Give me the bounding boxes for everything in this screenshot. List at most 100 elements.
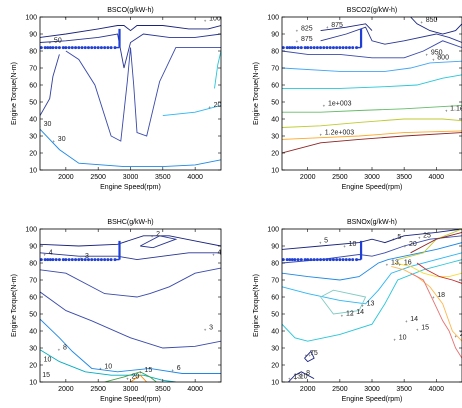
chart-1-contour-label-6: 20 (214, 102, 222, 109)
chart-2-xlabel: Engine Speed(rpm) (342, 184, 403, 191)
chart-3-ytick-label-5: 50 (29, 312, 37, 319)
chart-2-contour-group: +825 +875+ 875+ 950+ 800+ 850+ 1e+003+ 1.2e+003… (282, 17, 462, 154)
chart-4-label-cross-15: + (454, 334, 457, 339)
chart-4-contour-line-6 (320, 289, 367, 315)
chart-2-ytick-label-9: 90 (271, 32, 279, 39)
chart-2-contour-label-2: 875 (331, 22, 343, 29)
chart-3-xlabel: Engine Speed(rpm) (100, 396, 161, 403)
chart-3-label-cross-6: + (171, 368, 174, 373)
chart-1-ytick-label-4: 40 (29, 117, 37, 124)
chart-2-contour-label-7: 1e+003 (328, 100, 352, 107)
chart-4-contour-label-20: 8 (306, 370, 310, 377)
chart-3-contour-line-9 (130, 374, 148, 382)
chart-1-ytick-label-5: 50 (29, 100, 37, 107)
chart-1-contour-line-7 (162, 104, 221, 117)
chart-3-xtick-label-5: 4000 (187, 386, 203, 393)
chart-3-marker-15 (83, 258, 87, 262)
chart-1-marker-7 (57, 46, 61, 50)
chart-2-xtick-label-3: 3000 (364, 174, 380, 181)
chart-1-contour-line-5 (40, 54, 60, 116)
chart-4-contour-label-14: 10 (399, 335, 407, 342)
chart-3-contour-label-8: 10 (44, 357, 52, 364)
chart-3-marker-2 (43, 258, 47, 262)
chart-1-marker-12 (74, 46, 78, 50)
chart-4-label-cross-5: + (418, 236, 421, 241)
chart-4-xlabel: Engine Speed(rpm) (342, 396, 403, 403)
chart-1-marker-6 (54, 46, 58, 50)
chart-1-marker-4 (48, 46, 52, 50)
chart-2-contour-line-3 (320, 26, 462, 45)
chart-4-label-cross-10: + (341, 314, 344, 319)
chart-4-contour-label-8: 18 (437, 292, 445, 299)
chart-1-marker-20 (99, 46, 103, 50)
chart-4-ytick-label-6: 60 (271, 295, 279, 302)
chart-2-contour-line-5 (282, 60, 462, 72)
chart-2-marker-6 (296, 46, 300, 50)
chart-1-marker-11 (70, 46, 74, 50)
chart-2-ytick-label-7: 70 (271, 66, 279, 73)
chart-3-contour-line-4 (40, 267, 221, 298)
chart-2-contour-label-5: 800 (437, 55, 449, 62)
chart-2-label-cross-2: + (326, 25, 329, 30)
chart-2-contour-label-6: 850 (426, 17, 438, 24)
chart-1-contour-line-6 (40, 128, 221, 168)
chart-3-contour-label-9: 10 (104, 363, 112, 370)
chart-4-contour-line-8 (394, 262, 462, 278)
chart-2-label-cross-9: + (445, 109, 448, 114)
chart-2-ytick-label-10: 100 (267, 15, 279, 22)
chart-4-contour-label-5: 25 (423, 233, 431, 240)
chart-2-label-cross-6: + (420, 20, 423, 25)
chart-1-label-cross-3: + (49, 41, 52, 46)
chart-3-contour-line-3 (139, 235, 178, 249)
chart-1-marker-18 (93, 46, 97, 50)
chart-1-ytick-label-6: 60 (29, 83, 37, 90)
chart-4-marker-12 (315, 258, 319, 262)
chart-2-ytick-label-2: 20 (271, 151, 279, 158)
chart-3-label-cross-12: + (126, 377, 129, 382)
chart-2-xtick-label-1: 2000 (300, 174, 316, 181)
chart-4-label-cross-13: + (416, 327, 419, 332)
chart-4-contour-label-16: 7 (310, 350, 314, 357)
chart-3-marker-13 (77, 258, 81, 262)
chart-3-ytick-label-6: 60 (29, 295, 37, 302)
chart-4-ytick-label-5: 50 (271, 312, 279, 319)
chart-2-contour-label-3: 875 (301, 36, 313, 43)
chart-4-contour-label-13: 15 (421, 324, 429, 331)
chart-4-contour-label-4: 20 (409, 241, 417, 248)
chart-4-contour-line-13 (304, 350, 315, 363)
chart-2-contour-label-1: 825 (301, 26, 313, 33)
chart-4-contour-line-7 (397, 229, 462, 261)
chart-4-ylabel: Engine Torque(N-m) (253, 274, 260, 337)
chart-3-label-cross-5: + (204, 327, 207, 332)
chart-2: +825 +875+ 875+ 950+ 800+ 850+ 1e+003+ 1.2e+003… (253, 7, 462, 191)
chart-3-contour-label-12: 20 (132, 374, 140, 381)
chart-3-contour-label-1: 4 (49, 250, 53, 257)
chart-2-contour-line-2 (410, 17, 462, 35)
chart-1-xtick-label-2: 2500 (90, 174, 106, 181)
chart-4-contour-line-14 (288, 371, 315, 382)
chart-3-title: BSHC(g/kW-h) (107, 219, 153, 226)
chart-3-label-cross-2: + (80, 256, 83, 261)
chart-4-contour-label-11: 14 (356, 309, 364, 316)
chart-1-contour-line-8 (214, 50, 221, 89)
chart-4-contour-group: +5+ 10+ 5+ 20+ 25+ 13 +16+ 18+ 13+ 12+ 14+ 14+ 15+ 10… (282, 229, 462, 382)
chart-4-contour-line-5 (282, 259, 462, 342)
chart-4-label-cross-16: + (305, 353, 308, 358)
chart-2-plot-area (282, 17, 462, 170)
chart-1-label-cross-2: + (204, 18, 207, 23)
chart-3-contour-label-2: 3 (85, 253, 89, 260)
chart-2-marker-8 (303, 46, 307, 50)
chart-3-contour-line-5 (40, 291, 221, 349)
chart-1-contour-group: +100+ 100+ 50+ 30+ 30+ 20 (40, 17, 222, 168)
chart-1-plot-area (40, 17, 221, 170)
chart-1-marker-14 (80, 46, 84, 50)
chart-3-ytick-label-2: 20 (29, 363, 37, 370)
chart-1-marker-5 (51, 46, 55, 50)
chart-1-contour-line-1 (40, 25, 221, 38)
chart-3-ytick-label-9: 90 (29, 244, 37, 251)
chart-2-marker-22 (348, 46, 351, 50)
chart-1-contour-line-2 (40, 33, 221, 69)
chart-1-xtick-label-4: 3500 (155, 174, 171, 181)
chart-4-ytick-label-8: 80 (271, 261, 279, 268)
chart-1-marker-13 (77, 46, 81, 50)
